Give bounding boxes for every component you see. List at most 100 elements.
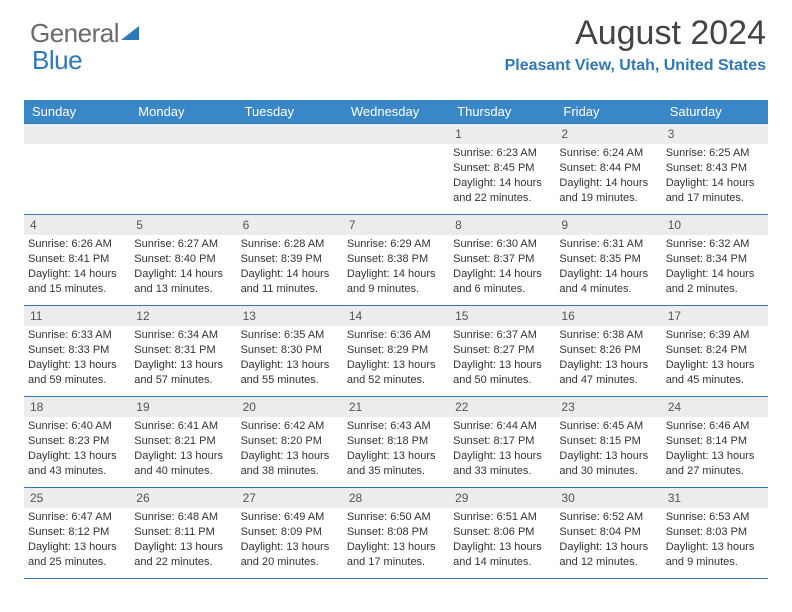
daylight-line: Daylight: 13 hours <box>241 540 339 555</box>
sunrise-line: Sunrise: 6:33 AM <box>28 328 126 343</box>
sunrise-line: Sunrise: 6:29 AM <box>347 237 445 252</box>
sunrise-line: Sunrise: 6:40 AM <box>28 419 126 434</box>
sunrise-line: Sunrise: 6:30 AM <box>453 237 551 252</box>
sunset-line: Sunset: 8:26 PM <box>559 343 657 358</box>
daylight-line2: and 45 minutes. <box>666 373 764 388</box>
sunset-line: Sunset: 8:35 PM <box>559 252 657 267</box>
day-info: Sunrise: 6:25 AMSunset: 8:43 PMDaylight:… <box>662 144 768 209</box>
day-info: Sunrise: 6:42 AMSunset: 8:20 PMDaylight:… <box>237 417 343 482</box>
daylight-line2: and 55 minutes. <box>241 373 339 388</box>
day-number: 12 <box>130 306 236 326</box>
day-number <box>343 124 449 144</box>
daylight-line: Daylight: 13 hours <box>347 449 445 464</box>
sunset-line: Sunset: 8:03 PM <box>666 525 764 540</box>
sunrise-line: Sunrise: 6:34 AM <box>134 328 232 343</box>
daylight-line: Daylight: 13 hours <box>347 358 445 373</box>
daylight-line: Daylight: 13 hours <box>666 358 764 373</box>
day-number: 7 <box>343 215 449 235</box>
calendar-cell: 15Sunrise: 6:37 AMSunset: 8:27 PMDayligh… <box>449 306 555 396</box>
day-info: Sunrise: 6:27 AMSunset: 8:40 PMDaylight:… <box>130 235 236 300</box>
calendar-cell: 7Sunrise: 6:29 AMSunset: 8:38 PMDaylight… <box>343 215 449 305</box>
day-number: 8 <box>449 215 555 235</box>
daylight-line2: and 30 minutes. <box>559 464 657 479</box>
sunrise-line: Sunrise: 6:26 AM <box>28 237 126 252</box>
day-number <box>24 124 130 144</box>
sunset-line: Sunset: 8:06 PM <box>453 525 551 540</box>
day-number: 10 <box>662 215 768 235</box>
sunset-line: Sunset: 8:08 PM <box>347 525 445 540</box>
sunset-line: Sunset: 8:41 PM <box>28 252 126 267</box>
day-info: Sunrise: 6:29 AMSunset: 8:38 PMDaylight:… <box>343 235 449 300</box>
day-header: Sunday <box>24 100 130 123</box>
sunrise-line: Sunrise: 6:41 AM <box>134 419 232 434</box>
sunset-line: Sunset: 8:44 PM <box>559 161 657 176</box>
daylight-line2: and 27 minutes. <box>666 464 764 479</box>
daylight-line: Daylight: 14 hours <box>347 267 445 282</box>
daylight-line: Daylight: 13 hours <box>241 358 339 373</box>
sunset-line: Sunset: 8:14 PM <box>666 434 764 449</box>
day-number: 29 <box>449 488 555 508</box>
sunrise-line: Sunrise: 6:35 AM <box>241 328 339 343</box>
day-number: 2 <box>555 124 661 144</box>
day-info: Sunrise: 6:23 AMSunset: 8:45 PMDaylight:… <box>449 144 555 209</box>
calendar-cell: 19Sunrise: 6:41 AMSunset: 8:21 PMDayligh… <box>130 397 236 487</box>
sunset-line: Sunset: 8:15 PM <box>559 434 657 449</box>
daylight-line2: and 2 minutes. <box>666 282 764 297</box>
day-number: 11 <box>24 306 130 326</box>
sunrise-line: Sunrise: 6:45 AM <box>559 419 657 434</box>
daylight-line2: and 47 minutes. <box>559 373 657 388</box>
day-number: 20 <box>237 397 343 417</box>
day-number: 25 <box>24 488 130 508</box>
calendar-week: 25Sunrise: 6:47 AMSunset: 8:12 PMDayligh… <box>24 487 768 579</box>
day-info: Sunrise: 6:26 AMSunset: 8:41 PMDaylight:… <box>24 235 130 300</box>
calendar-cell: 1Sunrise: 6:23 AMSunset: 8:45 PMDaylight… <box>449 124 555 214</box>
sunrise-line: Sunrise: 6:38 AM <box>559 328 657 343</box>
daylight-line: Daylight: 13 hours <box>559 449 657 464</box>
calendar-cell: 4Sunrise: 6:26 AMSunset: 8:41 PMDaylight… <box>24 215 130 305</box>
sunset-line: Sunset: 8:17 PM <box>453 434 551 449</box>
sunrise-line: Sunrise: 6:42 AM <box>241 419 339 434</box>
calendar-cell: 30Sunrise: 6:52 AMSunset: 8:04 PMDayligh… <box>555 488 661 578</box>
daylight-line2: and 19 minutes. <box>559 191 657 206</box>
daylight-line2: and 43 minutes. <box>28 464 126 479</box>
calendar-week: 18Sunrise: 6:40 AMSunset: 8:23 PMDayligh… <box>24 396 768 487</box>
day-header: Wednesday <box>343 100 449 123</box>
sunset-line: Sunset: 8:24 PM <box>666 343 764 358</box>
calendar-cell: 16Sunrise: 6:38 AMSunset: 8:26 PMDayligh… <box>555 306 661 396</box>
daylight-line: Daylight: 13 hours <box>28 540 126 555</box>
sunrise-line: Sunrise: 6:24 AM <box>559 146 657 161</box>
sunrise-line: Sunrise: 6:49 AM <box>241 510 339 525</box>
sunrise-line: Sunrise: 6:47 AM <box>28 510 126 525</box>
daylight-line: Daylight: 13 hours <box>28 358 126 373</box>
day-info: Sunrise: 6:48 AMSunset: 8:11 PMDaylight:… <box>130 508 236 573</box>
day-info: Sunrise: 6:53 AMSunset: 8:03 PMDaylight:… <box>662 508 768 573</box>
daylight-line: Daylight: 13 hours <box>666 540 764 555</box>
calendar-cell: 14Sunrise: 6:36 AMSunset: 8:29 PMDayligh… <box>343 306 449 396</box>
day-number: 23 <box>555 397 661 417</box>
day-number: 13 <box>237 306 343 326</box>
daylight-line: Daylight: 13 hours <box>559 358 657 373</box>
day-header: Friday <box>555 100 661 123</box>
day-header: Thursday <box>449 100 555 123</box>
day-info: Sunrise: 6:39 AMSunset: 8:24 PMDaylight:… <box>662 326 768 391</box>
daylight-line: Daylight: 13 hours <box>134 540 232 555</box>
calendar-cell: 11Sunrise: 6:33 AMSunset: 8:33 PMDayligh… <box>24 306 130 396</box>
calendar-cell: 20Sunrise: 6:42 AMSunset: 8:20 PMDayligh… <box>237 397 343 487</box>
calendar-cell: 9Sunrise: 6:31 AMSunset: 8:35 PMDaylight… <box>555 215 661 305</box>
calendar-cell <box>343 124 449 214</box>
daylight-line2: and 20 minutes. <box>241 555 339 570</box>
sunset-line: Sunset: 8:45 PM <box>453 161 551 176</box>
calendar-cell: 31Sunrise: 6:53 AMSunset: 8:03 PMDayligh… <box>662 488 768 578</box>
day-info: Sunrise: 6:37 AMSunset: 8:27 PMDaylight:… <box>449 326 555 391</box>
day-info: Sunrise: 6:30 AMSunset: 8:37 PMDaylight:… <box>449 235 555 300</box>
daylight-line: Daylight: 14 hours <box>559 267 657 282</box>
sunrise-line: Sunrise: 6:53 AM <box>666 510 764 525</box>
calendar-cell: 2 Sunrise: 6:24 AMSunset: 8:44 PMDaylight… <box>555 124 661 214</box>
sunset-line: Sunset: 8:43 PM <box>666 161 764 176</box>
day-header-row: Sunday Monday Tuesday Wednesday Thursday… <box>24 100 768 123</box>
daylight-line: Daylight: 14 hours <box>559 176 657 191</box>
day-number: 26 <box>130 488 236 508</box>
day-number: 30 <box>555 488 661 508</box>
daylight-line: Daylight: 13 hours <box>241 449 339 464</box>
day-info: Sunrise: 6:32 AMSunset: 8:34 PMDaylight:… <box>662 235 768 300</box>
